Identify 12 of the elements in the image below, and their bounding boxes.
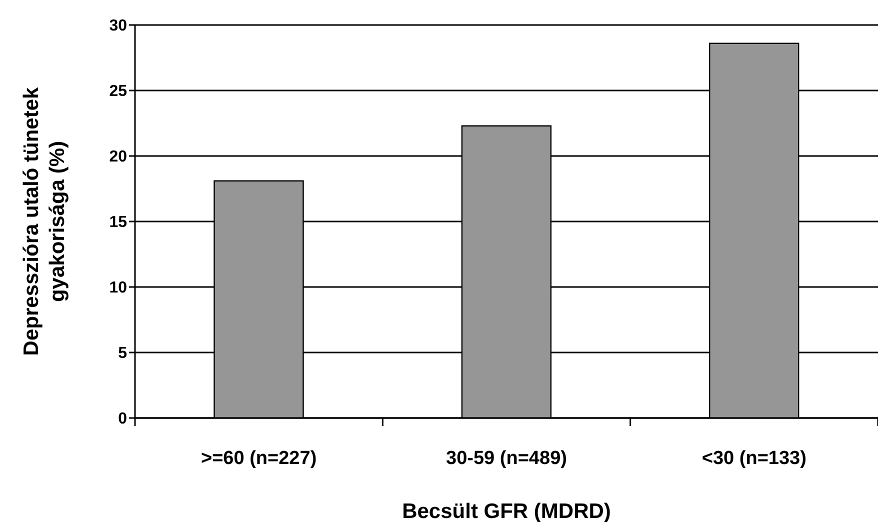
y-tick-label: 10 (109, 280, 128, 297)
x-axis-title: Becsült GFR (MDRD) (402, 500, 611, 523)
y-axis-title: Depresszióra utaló tünetek gyakorisága (%) (20, 86, 69, 356)
y-tick-label: 30 (109, 18, 128, 35)
y-tick-label: 20 (109, 148, 128, 166)
y-tick-label: 5 (118, 345, 128, 362)
x-tick-label: >=60 (n=227) (200, 448, 317, 469)
x-tick-label: 30-59 (n=489) (446, 448, 567, 469)
y-tick-label: 25 (109, 83, 128, 100)
x-tick-label: <30 (n=133) (702, 448, 806, 469)
y-tick-label: 0 (118, 410, 128, 428)
y-tick-label: 15 (109, 214, 128, 232)
